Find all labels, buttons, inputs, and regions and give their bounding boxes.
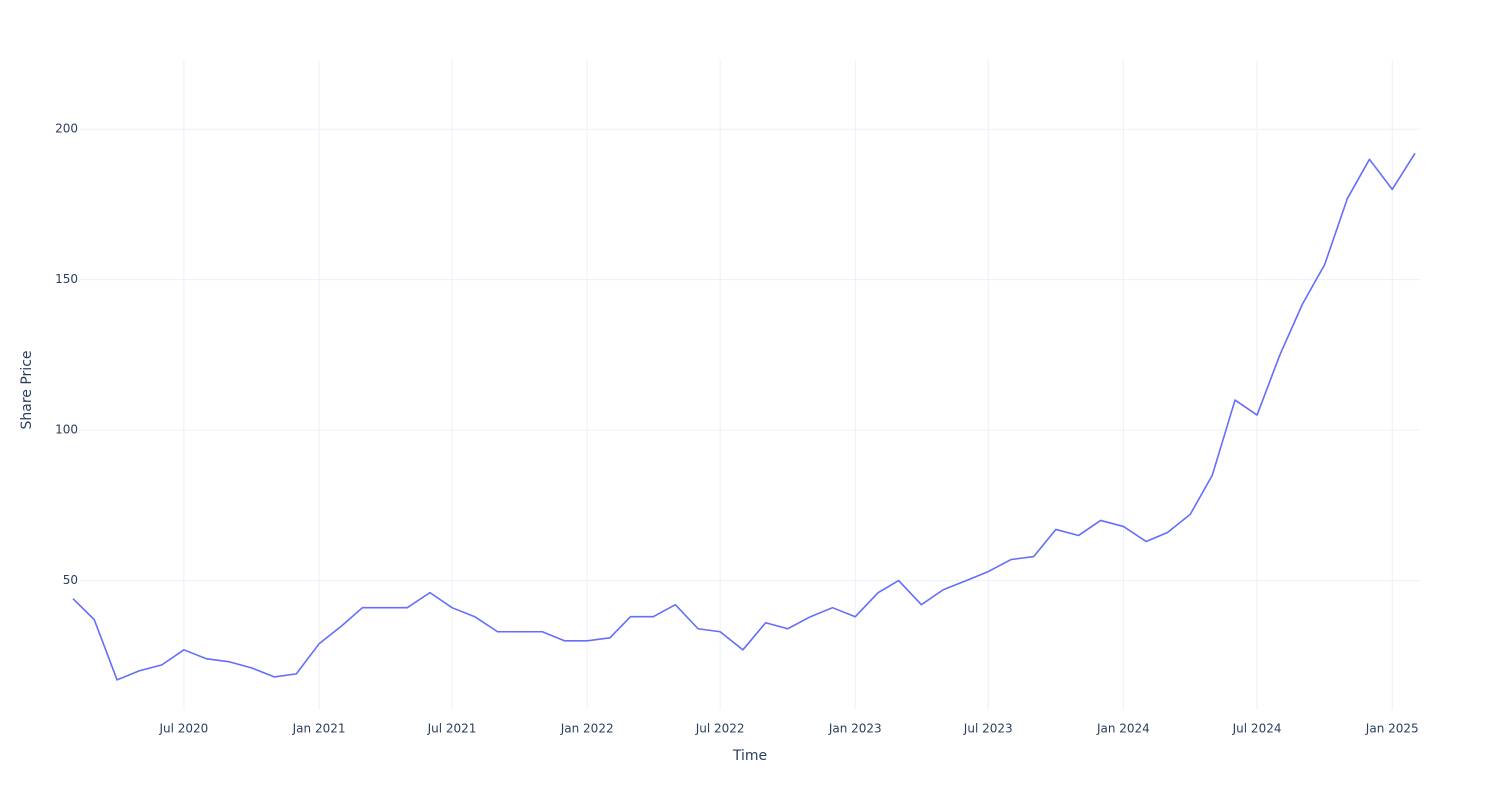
x-tick-label: Jan 2022	[560, 722, 614, 736]
x-tick-label: Jul 2022	[695, 722, 745, 736]
x-tick-label: Jan 2025	[1365, 722, 1419, 736]
x-tick-label: Jan 2023	[828, 722, 882, 736]
x-tick-label: Jan 2024	[1096, 722, 1150, 736]
x-tick-label: Jul 2023	[963, 722, 1013, 736]
y-tick-label: 150	[55, 272, 78, 286]
y-tick-label: 50	[63, 573, 78, 587]
y-tick-label: 200	[55, 122, 78, 136]
x-axis-title: Time	[732, 748, 767, 764]
x-tick-label: Jul 2020	[158, 722, 208, 736]
x-tick-label: Jul 2021	[427, 722, 477, 736]
y-tick-label: 100	[55, 423, 78, 437]
y-axis-title: Share Price	[19, 350, 35, 429]
x-tick-label: Jan 2021	[292, 722, 346, 736]
x-tick-label: Jul 2024	[1232, 722, 1282, 736]
price-line	[72, 152, 1416, 681]
